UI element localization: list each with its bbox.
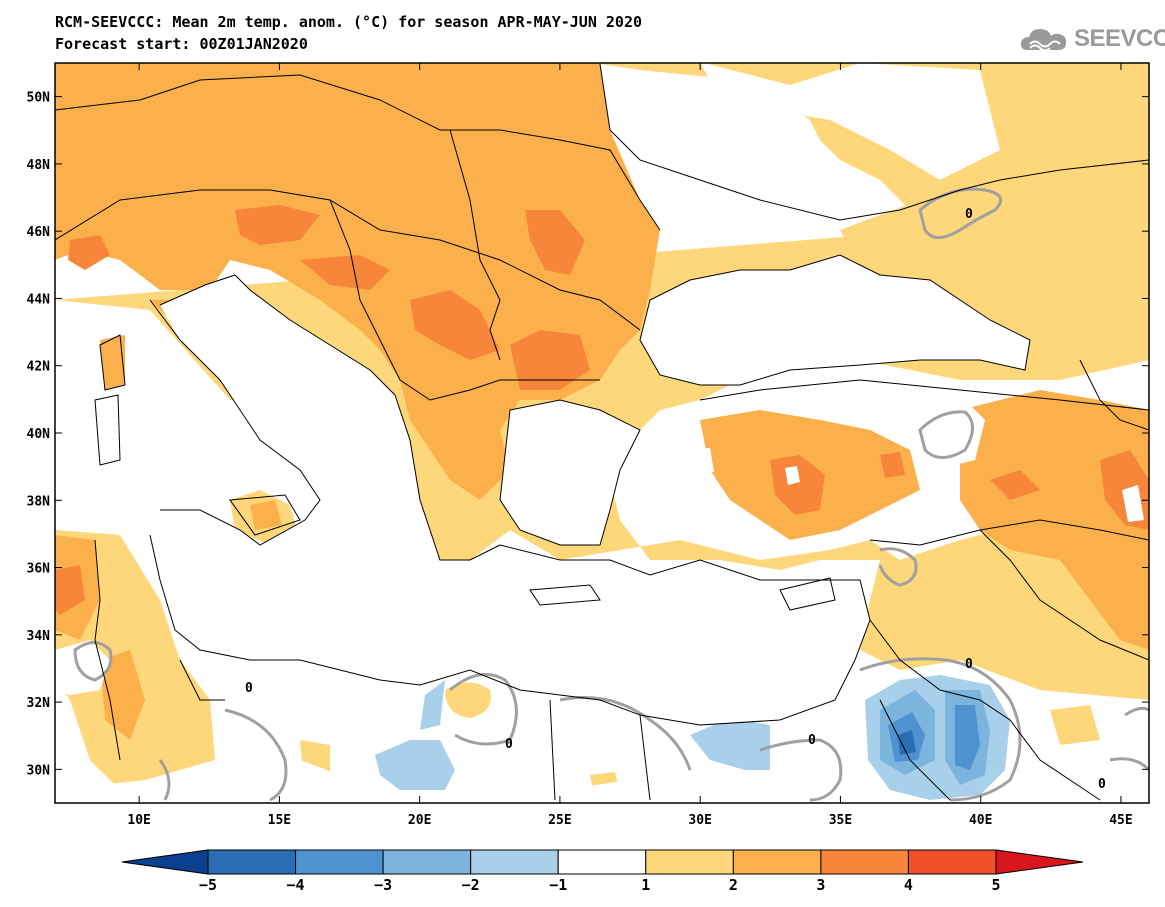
colorbar-label: −5 <box>199 876 217 894</box>
contour-label: 0 <box>965 207 973 222</box>
latitude-axis: 50N 48N 46N 44N 42N 40N 38N 36N 34N 32N 30N <box>27 91 1149 778</box>
anomaly-minus3-4-region <box>955 705 980 770</box>
logo-text: SEEVCCC <box>1074 25 1165 52</box>
colorbar-label: 3 <box>816 876 825 894</box>
anomaly-minus1-2-region <box>420 680 445 730</box>
colorbar-label: −1 <box>549 876 567 894</box>
anomaly-3-4-region <box>235 205 320 245</box>
anomaly-3-4-region <box>410 290 500 360</box>
anomaly-3-4-region <box>525 210 585 275</box>
anomaly-2-3-region <box>250 500 282 530</box>
colorbar: −5 −4 −3 −2 −1 1 2 3 4 5 <box>121 849 1084 894</box>
lon-tick-label: 15E <box>268 813 291 828</box>
lon-tick-label: 35E <box>829 813 852 828</box>
colorbar-label: −2 <box>462 876 480 894</box>
colorbar-label: −4 <box>287 876 305 894</box>
contour-label: 0 <box>965 657 973 672</box>
contour-label: 0 <box>808 733 816 748</box>
anomaly-3-4-region <box>55 565 85 615</box>
map-title: RCM-SEEVCCC: Mean 2m temp. anom. (°C) fo… <box>55 13 642 31</box>
colorbar-right-triangle <box>995 849 1084 875</box>
lat-tick-label: 48N <box>27 158 51 173</box>
anomaly-3-4-region <box>880 452 905 478</box>
lon-tick-label: 40E <box>969 813 992 828</box>
anomaly-minus1-2-region <box>375 740 455 790</box>
lat-tick-label: 34N <box>27 629 51 644</box>
lat-tick-label: 38N <box>27 494 51 509</box>
colorbar-label: 4 <box>904 876 913 894</box>
cloud-icon <box>1020 29 1067 52</box>
colorbar-box <box>820 849 909 875</box>
colorbar-label: 1 <box>641 876 650 894</box>
colorbar-box <box>557 849 647 875</box>
white-blob <box>55 760 870 803</box>
adriatic-tyrrhenian-sea <box>150 275 870 725</box>
lon-tick-label: 20E <box>408 813 431 828</box>
contour-label: 0 <box>245 681 253 696</box>
anomaly-2-3-region <box>100 650 145 740</box>
anomaly-2-3-region <box>960 390 1149 650</box>
aegean-sea <box>500 400 640 545</box>
contour-label: 0 <box>1098 777 1106 792</box>
lat-tick-label: 44N <box>27 292 51 307</box>
anomaly-minus1-2-region <box>690 718 770 770</box>
colorbar-box <box>907 849 997 875</box>
anomaly-1-2-region <box>445 682 491 718</box>
white-blob <box>55 640 110 695</box>
lat-tick-label: 30N <box>27 763 51 778</box>
colorbar-box <box>645 849 734 875</box>
anomaly-2-3-region <box>100 335 125 390</box>
lat-tick-label: 50N <box>27 91 51 106</box>
lon-tick-label: 45E <box>1109 813 1132 828</box>
colorbar-box <box>207 849 297 875</box>
white-blob <box>700 63 1000 180</box>
anomaly-3-4-region <box>300 255 390 290</box>
anomaly-3-4-region <box>510 330 590 390</box>
white-blob <box>785 466 800 485</box>
anomaly-3-4-region <box>770 455 825 515</box>
lat-tick-label: 42N <box>27 360 51 375</box>
anomaly-3-4-region <box>68 235 110 270</box>
contour-label: 0 <box>505 737 513 752</box>
lat-tick-label: 40N <box>27 427 51 442</box>
longitude-axis: 10E 15E 20E 25E 30E 35E 40E 45E <box>127 63 1133 828</box>
anomaly-1-2-region <box>1050 705 1100 745</box>
white-blob <box>630 150 675 195</box>
colorbar-label: −3 <box>374 876 392 894</box>
lat-tick-label: 36N <box>27 562 51 577</box>
anomaly-1-2-region <box>840 200 1149 335</box>
lat-tick-label: 46N <box>27 225 51 240</box>
lon-tick-label: 10E <box>127 813 150 828</box>
lat-tick-label: 32N <box>27 696 51 711</box>
colorbar-label: 2 <box>729 876 738 894</box>
zero-contours <box>73 187 1149 802</box>
forecast-start-label: Forecast start: 00Z01JAN2020 <box>55 35 308 53</box>
anomaly-3-4-region <box>990 470 1040 500</box>
colorbar-label: 5 <box>991 876 1000 894</box>
colorbar-box <box>732 849 822 875</box>
white-blob <box>690 448 714 474</box>
coastlines-and-borders <box>55 63 1149 801</box>
colorbar-box <box>470 849 559 875</box>
colorbar-left-triangle <box>121 849 209 875</box>
colorbar-box <box>382 849 472 875</box>
white-blob <box>1122 485 1144 522</box>
colorbar-box <box>295 849 384 875</box>
anomaly-field: 0 0 0 0 0 0 <box>55 63 1149 803</box>
seevccc-logo: SEEVCCC <box>1018 24 1165 54</box>
lon-tick-label: 25E <box>548 813 571 828</box>
lon-tick-label: 30E <box>688 813 711 828</box>
black-sea <box>640 255 1030 385</box>
zero-contour-labels: 0 0 0 0 0 0 <box>245 207 1106 792</box>
anomaly-minus4-5-region <box>898 730 916 755</box>
